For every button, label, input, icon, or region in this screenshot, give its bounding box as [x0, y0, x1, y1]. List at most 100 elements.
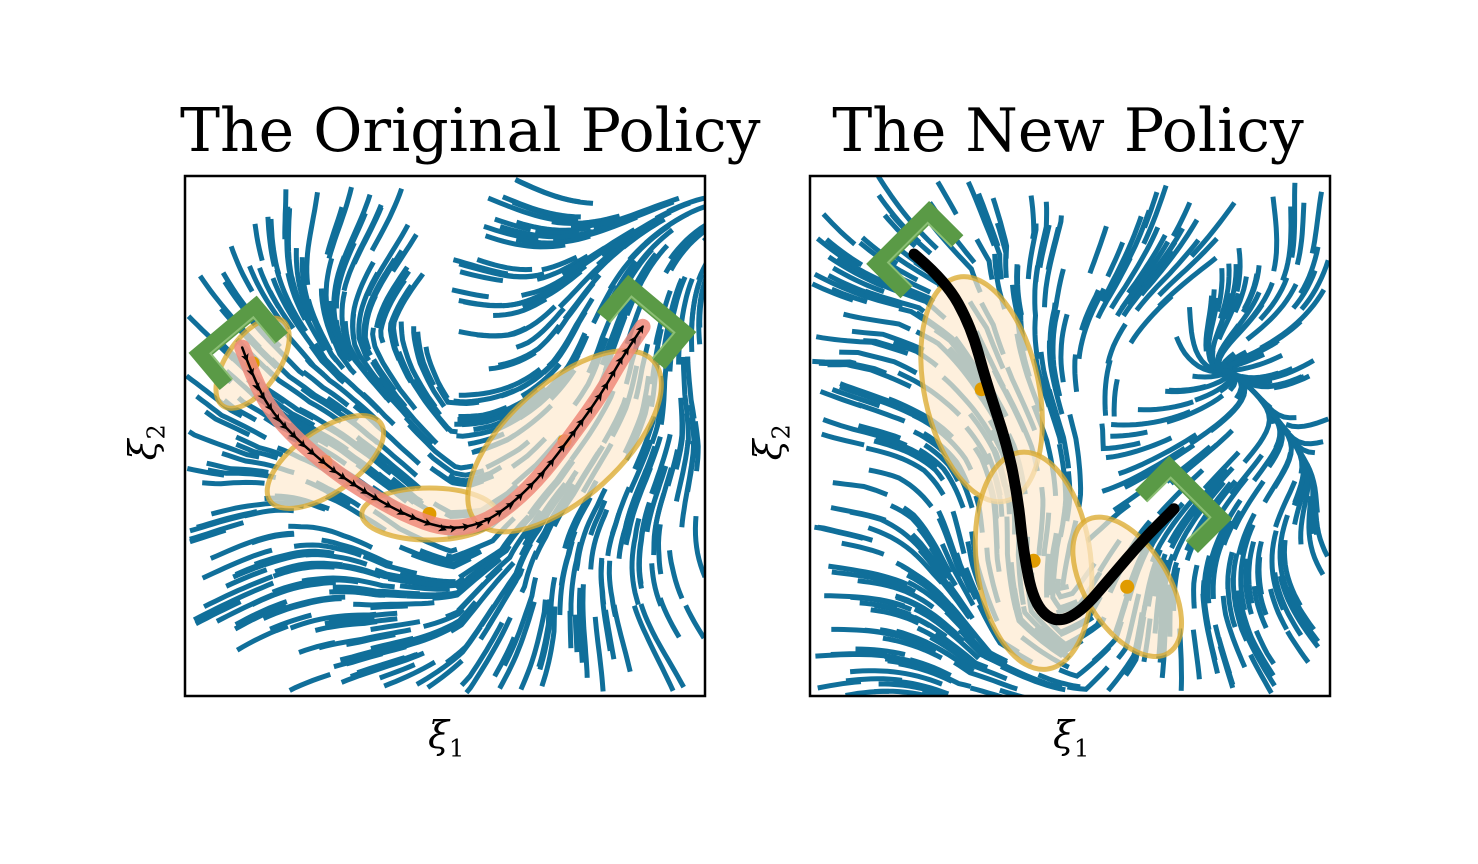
- trajectory-arrow: [576, 418, 584, 428]
- streamline: [502, 264, 588, 309]
- streamline: [874, 688, 937, 696]
- trajectory-arrow: [337, 471, 347, 480]
- streamline: [1032, 265, 1041, 360]
- streamline: [815, 236, 860, 270]
- streamline: [588, 508, 610, 570]
- streamline: [1306, 495, 1326, 576]
- streamline: [1200, 593, 1220, 674]
- streamline: [1280, 206, 1294, 282]
- streamline: [1202, 450, 1241, 491]
- streamline: [668, 227, 705, 272]
- streamline: [235, 441, 279, 461]
- streamline: [274, 560, 343, 575]
- streamline: [1134, 238, 1201, 312]
- trajectory-arrow: [306, 447, 316, 456]
- streamline: [1189, 201, 1237, 258]
- streamline: [831, 569, 912, 592]
- streamline: [318, 288, 337, 344]
- trajectory-arrow: [251, 382, 260, 392]
- streamline: [1248, 653, 1274, 695]
- streamline: [353, 600, 435, 608]
- streamline: [377, 375, 439, 446]
- streamline: [1298, 246, 1321, 295]
- trajectory-arrow: [241, 353, 249, 362]
- streamline: [520, 249, 605, 298]
- streamline: [1038, 377, 1064, 445]
- streamline: [1067, 413, 1084, 508]
- right-streamplot: [808, 174, 1332, 698]
- trajectory-arrow: [525, 481, 535, 491]
- streamline: [1291, 269, 1318, 310]
- streamline: [842, 311, 912, 332]
- streamline: [934, 630, 989, 670]
- streamline: [631, 604, 676, 692]
- streamline: [839, 384, 928, 425]
- streamline: [207, 467, 277, 481]
- streamline: [857, 578, 935, 610]
- streamline: [1246, 541, 1257, 604]
- streamline: [627, 211, 690, 262]
- streamline: [1256, 556, 1265, 595]
- streamline: [570, 215, 621, 231]
- left-panel-title: The Original Policy: [180, 96, 761, 166]
- streamline: [1105, 241, 1126, 278]
- streamline: [917, 548, 950, 586]
- streamline: [1222, 264, 1239, 320]
- streamline: [658, 362, 669, 425]
- streamline: [1237, 376, 1292, 436]
- streamline: [668, 222, 705, 261]
- streamline: [573, 487, 608, 571]
- trajectory-line: [908, 248, 1180, 626]
- streamline: [321, 537, 393, 567]
- streamline: [262, 596, 342, 621]
- streamline: [657, 597, 682, 639]
- streamline: [324, 616, 375, 627]
- streamline: [1139, 218, 1200, 297]
- streamline: [1205, 529, 1226, 604]
- streamline: [673, 413, 685, 470]
- streamline: [817, 679, 862, 691]
- streamline: [1111, 378, 1120, 417]
- streamline: [1232, 479, 1266, 531]
- streamline: [422, 607, 465, 629]
- streamline: [1220, 595, 1248, 669]
- streamline: [1028, 195, 1037, 240]
- trajectory-arrow: [600, 381, 609, 391]
- streamline: [1225, 577, 1238, 628]
- streamline: [541, 254, 578, 273]
- streamline: [1204, 289, 1217, 340]
- streamline: [499, 224, 593, 240]
- streamline: [1210, 520, 1235, 600]
- streamline: [906, 572, 978, 640]
- streamline: [383, 659, 437, 689]
- streamline: [415, 331, 436, 387]
- trajectory-arrow: [594, 392, 603, 402]
- streamline: [501, 194, 581, 220]
- trajectory-arrow: [628, 336, 637, 345]
- streamline: [300, 280, 339, 363]
- streamline: [839, 349, 918, 376]
- streamline: [689, 283, 702, 352]
- gaussian-center: [1120, 579, 1135, 594]
- streamline: [250, 531, 295, 546]
- streamline: [257, 267, 281, 309]
- trajectory-arrow: [279, 421, 288, 430]
- streamline: [365, 223, 411, 297]
- streamline: [1109, 226, 1161, 310]
- streamline: [270, 277, 316, 350]
- streamline: [426, 658, 464, 690]
- streamline: [868, 467, 934, 509]
- streamline: [289, 611, 377, 631]
- streamline: [415, 625, 483, 687]
- streamline: [680, 356, 691, 445]
- streamline: [1285, 630, 1311, 664]
- plot-frame: [808, 174, 1332, 698]
- streamline: [1268, 588, 1289, 631]
- streamline: [1037, 224, 1052, 269]
- streamline: [432, 557, 502, 601]
- streamline: [1156, 468, 1205, 516]
- streamline: [875, 434, 939, 469]
- streamline: [831, 387, 881, 409]
- trajectory-arrow: [557, 443, 566, 453]
- streamline: [1285, 416, 1330, 430]
